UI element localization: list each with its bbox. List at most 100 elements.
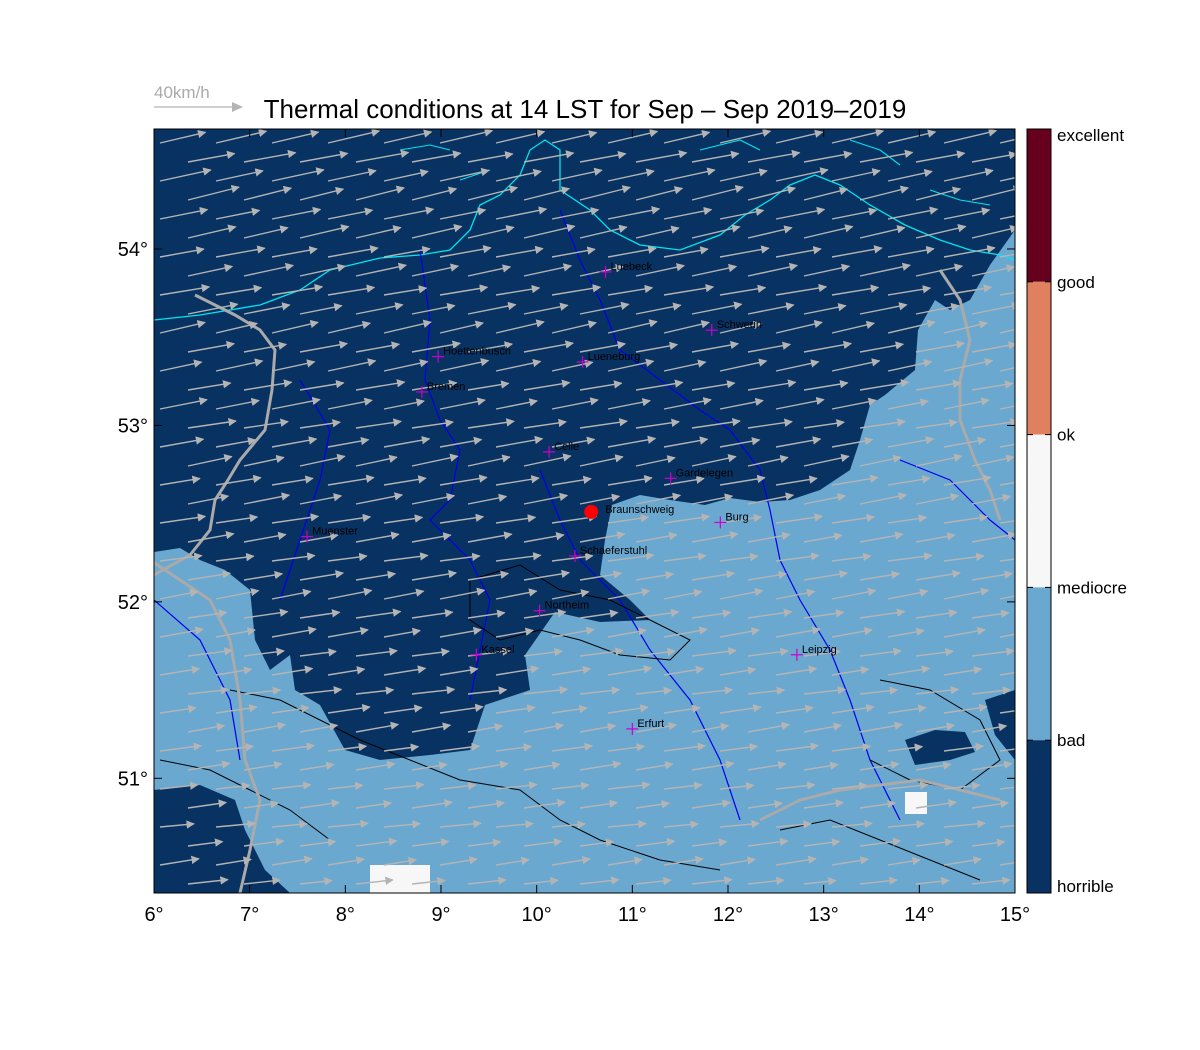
wind-arrow: [187, 380, 232, 391]
wind-arrow: [579, 185, 631, 201]
wind-arrow: [523, 838, 563, 847]
wind-arrow: [355, 492, 404, 505]
wind-arrow: [803, 761, 839, 771]
wind-arrow: [691, 417, 741, 429]
wind-arrow: [299, 303, 343, 315]
wind-arrow: [411, 838, 450, 847]
wind-arrow: [971, 341, 1015, 353]
wind-arrow: [663, 552, 707, 562]
wind-arrow: [887, 781, 929, 790]
city-label: Gardelegen: [676, 467, 734, 479]
wind-arrow: [859, 302, 908, 315]
wind-arrow: [551, 284, 602, 296]
wind-arrow: [355, 608, 402, 619]
wind-arrow: [299, 609, 341, 619]
wind-arrow: [999, 215, 1015, 220]
y-tick-label: 54°: [118, 239, 148, 261]
wind-arrow: [719, 437, 761, 448]
wind-arrow: [775, 283, 828, 296]
wind-arrow: [187, 493, 230, 505]
wind-arrow: [663, 626, 708, 638]
wind-arrow: [383, 820, 421, 829]
wind-arrow: [383, 206, 435, 220]
wind-arrow: [271, 781, 312, 790]
wind-arrow: [859, 531, 904, 543]
wind-arrow: [159, 436, 205, 448]
wind-arrow: [299, 570, 344, 581]
wind-arrow: [411, 761, 448, 771]
wind-arrow: [327, 587, 373, 600]
wind-arrow: [691, 184, 744, 201]
city-schwerin: Schwerin: [705, 319, 762, 337]
wind-arrow: [243, 341, 288, 353]
wind-arrow: [271, 704, 310, 714]
wind-arrow: [271, 359, 316, 372]
wind-arrow: [411, 722, 452, 733]
colorbar-label-ok: ok: [1057, 426, 1075, 445]
wind-arrow: [383, 588, 425, 600]
city-kassel: Kassel: [470, 644, 514, 661]
wind-arrow: [775, 129, 824, 144]
wind-arrow: [355, 225, 402, 239]
wind-arrow: [551, 781, 590, 790]
wind-arrow: [775, 359, 820, 372]
city-leipzig: Leipzig: [790, 644, 837, 661]
wind-arrow: [187, 647, 233, 657]
wind-arrow: [971, 454, 1015, 467]
wind-arrow: [635, 571, 675, 581]
wind-arrow: [887, 588, 929, 600]
wind-arrow: [327, 819, 369, 829]
wind-arrow: [495, 168, 542, 182]
wind-arrow: [803, 493, 847, 505]
wind-arrow: [915, 799, 957, 809]
wind-arrow: [551, 320, 597, 334]
wind-arrow: [159, 552, 203, 562]
wind-arrow: [551, 855, 591, 866]
wind-arrow: [915, 418, 958, 429]
wind-arrow: [579, 380, 623, 391]
wind-arrow: [635, 150, 688, 163]
wind-arrow: [551, 397, 599, 410]
wind-arrow: [299, 686, 343, 695]
wind-arrow: [719, 207, 765, 220]
wind-arrow: [607, 398, 651, 410]
wind-arrow: [495, 206, 548, 220]
wind-arrow: [691, 722, 730, 733]
wind-arrow: [467, 799, 506, 809]
wind-arrow: [495, 475, 540, 486]
wind-arrow: [187, 530, 235, 543]
wind-arrow: [383, 359, 429, 372]
wind-arrow: [187, 301, 239, 315]
wind-arrow: [271, 820, 308, 829]
wind-arrow: [943, 742, 985, 752]
wind-arrow: [943, 358, 994, 372]
wind-arrow: [915, 532, 956, 543]
wind-arrow: [467, 341, 514, 353]
wind-arrow: [523, 798, 566, 809]
wind-arrow: [747, 876, 785, 886]
wind-arrow: [775, 665, 818, 676]
wind-arrow: [663, 359, 707, 372]
wind-arrow: [383, 704, 423, 714]
wind-arrow: [495, 856, 530, 866]
x-tick-label: 14°: [904, 904, 934, 926]
wind-arrow: [719, 129, 772, 144]
wind-arrow: [579, 760, 622, 771]
wind-arrow: [691, 301, 743, 315]
city-label: Muenster: [312, 526, 358, 538]
wind-arrow: [943, 320, 988, 334]
wind-arrow: [579, 454, 624, 467]
wind-arrow: [971, 493, 1012, 505]
colorbar: excellent good ok mediocre bad horrible: [1026, 126, 1127, 896]
wind-arrow: [411, 685, 456, 695]
wind-arrow: [551, 704, 588, 714]
x-tick-label: 8°: [336, 904, 355, 926]
wind-arrow: [215, 207, 261, 220]
wind-arrow: [915, 722, 956, 733]
wind-arrow: [271, 396, 321, 410]
wind-arrow: [719, 856, 756, 866]
wind-arrow: [439, 703, 484, 714]
wind-arrow: [887, 743, 924, 752]
wind-arrow: [299, 186, 345, 201]
